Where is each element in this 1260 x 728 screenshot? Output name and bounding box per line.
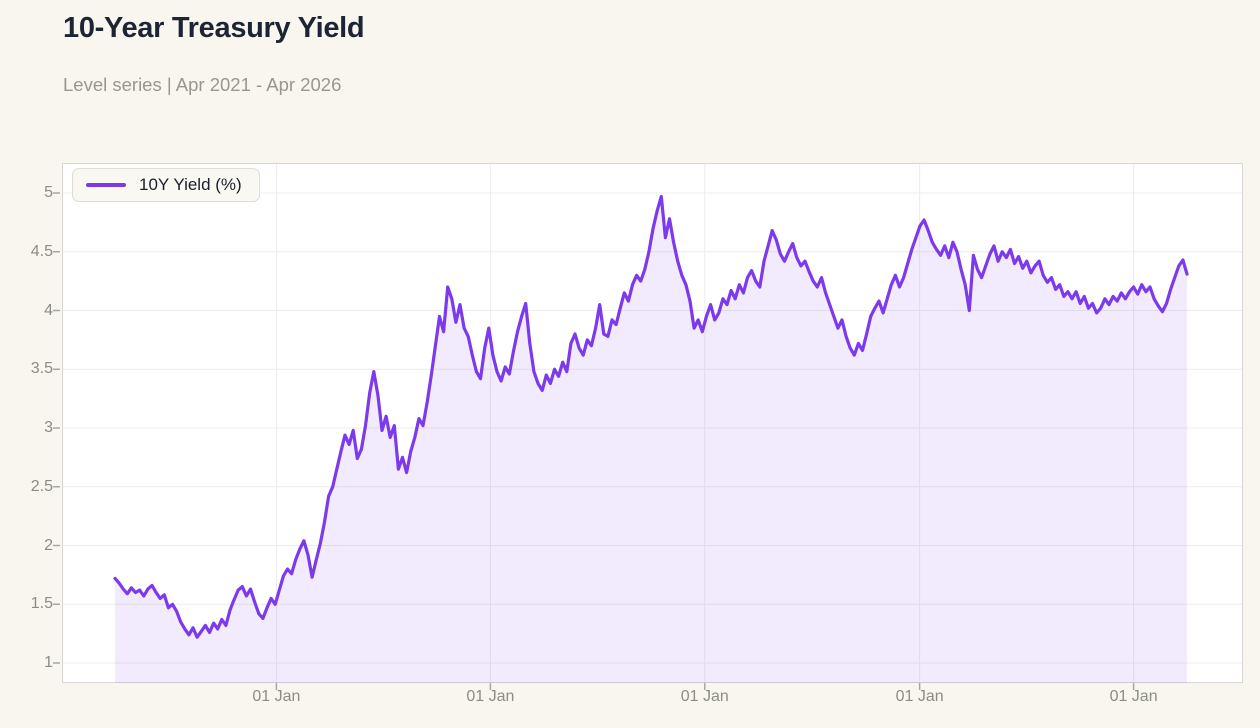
y-tick-label: 5 <box>44 184 53 201</box>
plot-area <box>53 163 1243 690</box>
y-tick-label: 2.5 <box>30 477 53 495</box>
x-tick-label: 01 Jan <box>895 688 944 705</box>
y-tick-label: 1 <box>44 654 53 671</box>
y-tick-label: 4 <box>44 301 53 319</box>
y-tick-label: 1.5 <box>30 595 53 613</box>
x-tick-label: 01 Jan <box>680 688 729 705</box>
page-title: 10-Year Treasury Yield <box>63 12 365 44</box>
x-tick-label: 01 Jan <box>1109 688 1158 705</box>
x-tick-label: 01 Jan <box>466 688 515 705</box>
legend-line-swatch <box>86 183 126 187</box>
legend-label: 10Y Yield (%) <box>139 175 242 194</box>
page-subtitle: Level series | Apr 2021 - Apr 2026 <box>63 74 342 95</box>
y-tick-label: 2 <box>44 536 53 554</box>
y-tick-label: 3 <box>44 419 53 436</box>
chart-legend: 10Y Yield (%) <box>72 168 260 202</box>
x-tick-label: 01 Jan <box>252 688 301 705</box>
y-tick-label: 3.5 <box>30 360 53 378</box>
y-tick-label: 4.5 <box>30 242 53 260</box>
